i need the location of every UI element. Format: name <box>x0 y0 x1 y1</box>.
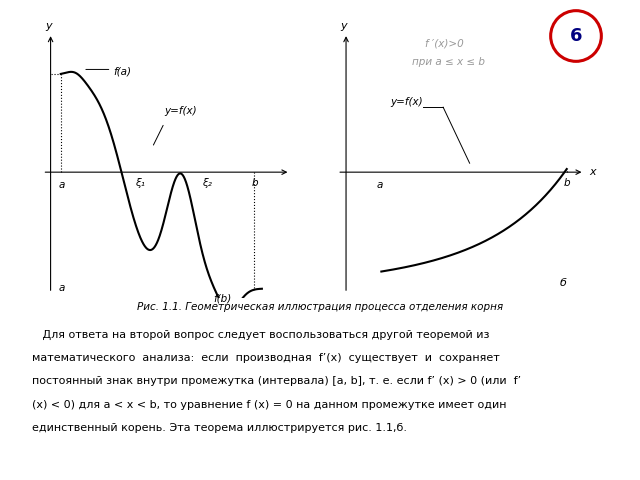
Text: y: y <box>45 21 52 31</box>
Text: f ′(x)>0: f ′(x)>0 <box>426 39 464 48</box>
Text: f(a): f(a) <box>113 67 132 77</box>
Text: y: y <box>340 21 347 31</box>
Text: y=f(x): y=f(x) <box>390 97 423 107</box>
Text: при a ≤ x ≤ b: при a ≤ x ≤ b <box>412 57 485 67</box>
Text: математического  анализа:  если  производная  f’(x)  существует  и  сохраняет: математического анализа: если производна… <box>32 353 500 363</box>
Text: б: б <box>560 278 567 288</box>
Text: Рис. 1.1. Геометрическая иллюстрация процесса отделения корня: Рис. 1.1. Геометрическая иллюстрация про… <box>137 301 503 312</box>
Text: (x) < 0) для a < x < b, то уравнение f (x) = 0 на данном промежутке имеет один: (x) < 0) для a < x < b, то уравнение f (… <box>32 399 506 409</box>
Text: 6: 6 <box>570 27 582 45</box>
Text: Для ответа на второй вопрос следует воспользоваться другой теоремой из: Для ответа на второй вопрос следует восп… <box>32 330 490 340</box>
Text: x: x <box>589 167 595 177</box>
Text: a: a <box>59 283 65 293</box>
Text: b: b <box>563 179 570 189</box>
Text: b: b <box>252 178 259 188</box>
Text: ξ₁: ξ₁ <box>135 178 145 188</box>
Text: f(b): f(b) <box>213 293 232 303</box>
Text: ξ₂: ξ₂ <box>202 178 212 188</box>
Text: a: a <box>377 180 383 190</box>
Text: единственный корень. Эта теорема иллюстрируется рис. 1.1,б.: единственный корень. Эта теорема иллюстр… <box>32 422 407 432</box>
Text: постоянный знак внутри промежутка (интервала) [a, b], т. е. если f’ (x) > 0 (или: постоянный знак внутри промежутка (интер… <box>32 376 521 386</box>
Text: a: a <box>59 180 65 190</box>
Text: y=f(x): y=f(x) <box>164 106 197 116</box>
